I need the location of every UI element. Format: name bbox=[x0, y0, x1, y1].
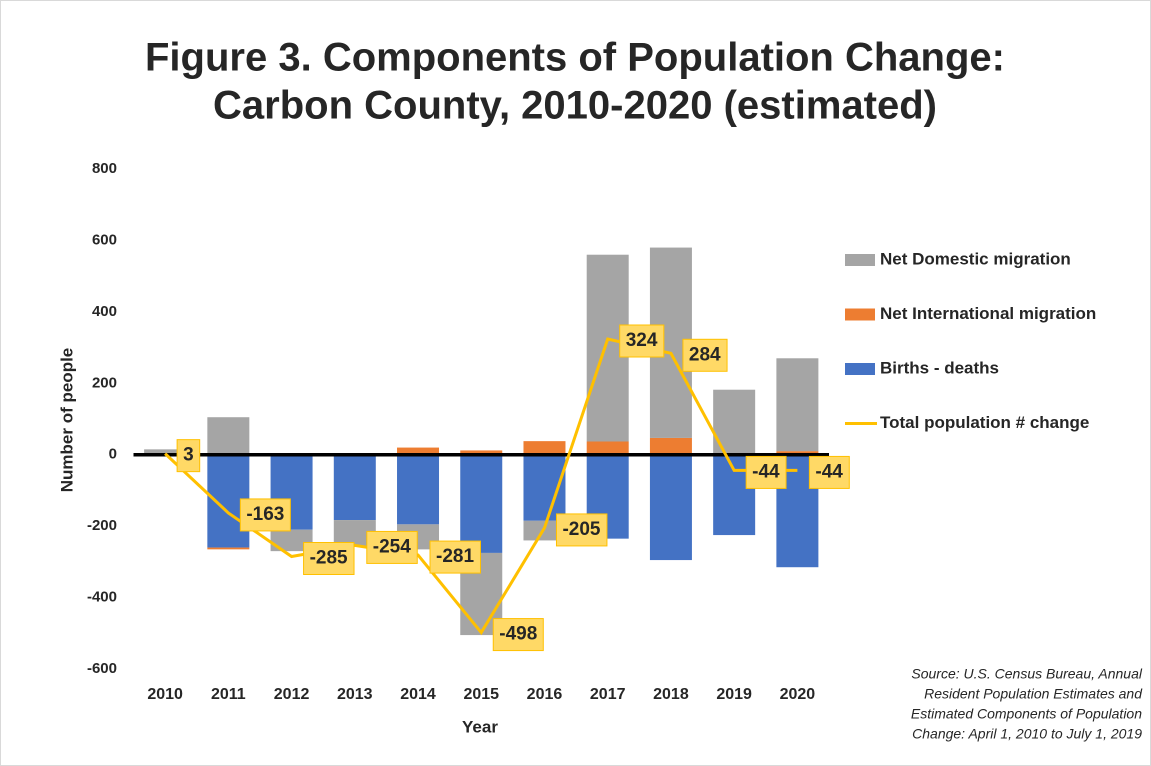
bar-segment bbox=[333, 454, 376, 521]
bar-segment bbox=[460, 450, 503, 455]
bar-segment bbox=[144, 449, 187, 455]
x-tick-label: 2012 bbox=[274, 686, 310, 703]
data-label-text: -281 bbox=[436, 546, 474, 567]
source-note: Resident Population Estimates and bbox=[924, 686, 1143, 702]
data-label: -254 bbox=[366, 530, 418, 564]
y-tick-label: 400 bbox=[92, 303, 117, 320]
data-label-box bbox=[619, 324, 665, 358]
data-label-text: -205 bbox=[562, 519, 600, 540]
x-tick-label: 2010 bbox=[147, 686, 183, 703]
x-tick-label: 2014 bbox=[400, 686, 436, 703]
y-tick-label: 600 bbox=[92, 231, 117, 248]
data-label-text: -44 bbox=[752, 461, 780, 482]
data-label-box bbox=[366, 530, 418, 564]
data-label-text: 3 bbox=[183, 445, 194, 466]
source-note: Estimated Components of Population bbox=[911, 706, 1142, 722]
data-label: -163 bbox=[239, 498, 291, 532]
legend-label: Net International migration bbox=[880, 304, 1096, 323]
bar-segment bbox=[397, 454, 440, 525]
x-tick-label: 2018 bbox=[653, 686, 689, 703]
data-label-text: -285 bbox=[310, 548, 348, 569]
data-label: -285 bbox=[303, 542, 355, 575]
legend-swatch bbox=[845, 363, 875, 375]
data-label-box bbox=[239, 498, 291, 532]
data-label-box bbox=[303, 542, 355, 575]
data-label-box bbox=[555, 513, 608, 547]
bar-segment bbox=[460, 454, 503, 553]
y-axis-title: Number of people bbox=[57, 348, 76, 493]
line-series bbox=[164, 337, 798, 636]
data-label: 3 bbox=[176, 439, 201, 473]
data-label-box bbox=[492, 618, 544, 652]
y-tick-label: -600 bbox=[87, 660, 117, 677]
bar-segment bbox=[586, 441, 629, 455]
legend-label: Births - deaths bbox=[880, 358, 999, 377]
data-label-text: -254 bbox=[373, 536, 411, 557]
data-label-text: 284 bbox=[689, 344, 721, 365]
data-label: 284 bbox=[682, 338, 728, 372]
data-label: -44 bbox=[808, 455, 850, 489]
bar-segment bbox=[523, 441, 566, 455]
data-label-box bbox=[808, 455, 850, 489]
data-label-text: -163 bbox=[246, 504, 284, 525]
y-tick-label: 800 bbox=[92, 160, 117, 177]
data-label-box bbox=[682, 338, 728, 372]
bar-segment bbox=[776, 358, 819, 452]
data-label-text: 324 bbox=[626, 330, 658, 351]
chart-title: Carbon County, 2010-2020 (estimated) bbox=[213, 84, 937, 128]
y-tick-label: -400 bbox=[87, 589, 117, 606]
x-tick-label: 2016 bbox=[527, 686, 563, 703]
x-tick-label: 2017 bbox=[590, 686, 626, 703]
y-tick-label: -200 bbox=[87, 517, 117, 534]
bar-segment bbox=[207, 547, 250, 550]
bar-segment bbox=[649, 454, 692, 561]
y-tick-label: 200 bbox=[92, 374, 117, 391]
x-tick-label: 2011 bbox=[211, 686, 246, 703]
bar-segment bbox=[649, 437, 692, 455]
data-label-text: -44 bbox=[815, 461, 843, 482]
source-note: Source: U.S. Census Bureau, Annual bbox=[911, 666, 1143, 682]
source-note: Change: April 1, 2010 to July 1, 2019 bbox=[912, 726, 1142, 742]
x-tick-label: 2015 bbox=[463, 686, 499, 703]
x-tick-label: 2013 bbox=[337, 686, 373, 703]
legend-label: Net Domestic migration bbox=[880, 249, 1071, 268]
data-label-box bbox=[745, 455, 787, 489]
data-label: -205 bbox=[555, 513, 608, 547]
x-axis-title: Year bbox=[462, 717, 498, 736]
x-tick-label: 2020 bbox=[780, 686, 816, 703]
legend-label: Total population # change bbox=[880, 413, 1089, 432]
legend-swatch bbox=[845, 254, 875, 266]
y-tick-label: 0 bbox=[109, 446, 117, 463]
bar-segment bbox=[207, 417, 250, 455]
legend-swatch bbox=[845, 308, 875, 321]
data-label: -281 bbox=[429, 540, 481, 574]
data-label-box bbox=[176, 439, 201, 473]
bar-segment bbox=[397, 447, 440, 455]
data-label: -44 bbox=[745, 455, 787, 489]
bar-segment bbox=[270, 529, 313, 552]
bar-segment bbox=[776, 451, 819, 455]
data-label-text: -498 bbox=[499, 624, 537, 645]
data-label: -498 bbox=[492, 618, 544, 652]
data-label-box bbox=[429, 540, 481, 574]
x-tick-label: 2019 bbox=[716, 686, 752, 703]
chart-title: Figure 3. Components of Population Chang… bbox=[145, 36, 1005, 80]
data-label: 324 bbox=[619, 324, 665, 358]
